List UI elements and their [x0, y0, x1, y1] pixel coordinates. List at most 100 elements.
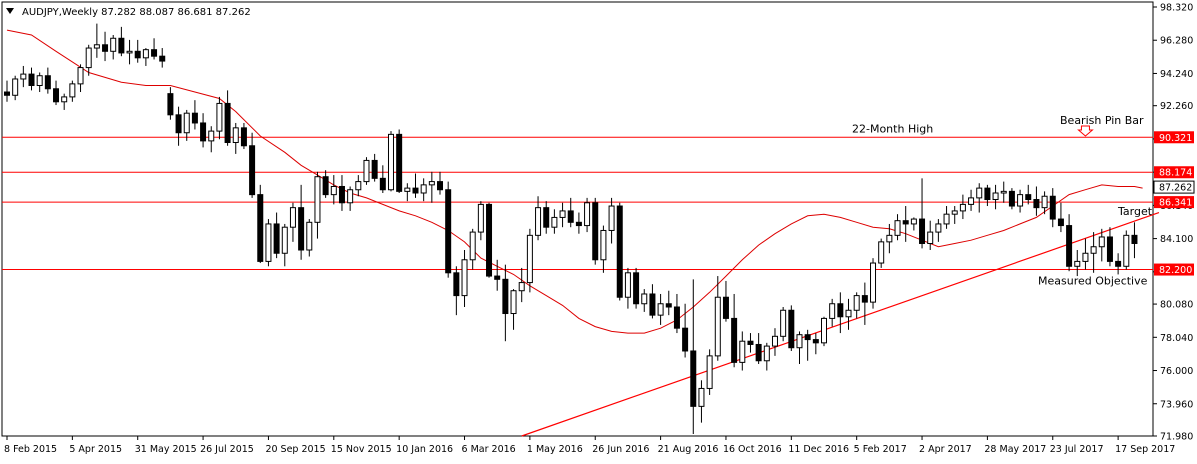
candle: [85, 44, 92, 76]
candle-body-bear: [804, 334, 811, 341]
candle-body-bear: [453, 272, 460, 297]
candle: [535, 196, 542, 241]
candle-body-bull: [330, 185, 337, 196]
candle-body-bull: [126, 50, 133, 54]
candle-body-bear: [249, 145, 256, 196]
candle: [1082, 238, 1089, 270]
level-price-label: 86.341: [1159, 198, 1192, 209]
candle: [927, 220, 934, 251]
candle: [1033, 186, 1040, 216]
candle: [469, 228, 476, 270]
last-price-badge: [1153, 180, 1195, 194]
candle: [355, 175, 362, 197]
candle-body-bull: [420, 184, 427, 194]
y-tick-label: 92.260: [1160, 101, 1193, 112]
candle: [134, 39, 141, 63]
candle: [788, 305, 795, 351]
candle-body-bull: [469, 231, 476, 261]
level-price-badge: [1154, 196, 1194, 209]
candle-body-bear: [575, 221, 582, 227]
candle-body-bear: [788, 309, 795, 349]
candle: [902, 206, 909, 242]
candle-body-bull: [69, 83, 76, 98]
candle: [265, 219, 272, 267]
candle: [191, 100, 198, 130]
candle: [1008, 188, 1015, 210]
candle: [486, 202, 493, 278]
candle-body-bear: [690, 350, 697, 407]
candle-body-bear: [567, 210, 574, 223]
candle-body-bear: [812, 339, 819, 344]
candle: [1025, 184, 1032, 205]
candle-body-bull: [216, 102, 223, 132]
candle-body-bear: [1131, 234, 1138, 244]
y-tick-label: 80.080: [1160, 300, 1193, 311]
candle-body-bull: [714, 296, 721, 357]
y-tick-label: 94.240: [1160, 69, 1193, 80]
candle: [298, 184, 305, 260]
x-tick-label: 17 Sep 2017: [1115, 444, 1175, 455]
x-tick-label: 8 Feb 2015: [4, 444, 57, 455]
candle-body-bull: [870, 262, 877, 303]
chart-header: AUDJPY,Weekly 87.282 88.087 86.681 87.26…: [22, 7, 251, 18]
candle-body-bear: [1049, 195, 1056, 220]
candle-body-bull: [551, 216, 558, 228]
candle: [347, 186, 354, 211]
candle: [526, 228, 533, 293]
candle-body-bull: [608, 205, 615, 231]
candle-body-bear: [159, 55, 166, 62]
candle-body-bull: [232, 127, 239, 144]
candle: [910, 217, 917, 231]
candle: [935, 219, 942, 242]
candle-body-bear: [837, 303, 844, 318]
candle-body-bull: [36, 75, 43, 87]
candle-body-bull: [763, 345, 770, 362]
candle-body-bull: [208, 130, 215, 142]
candle: [322, 170, 329, 198]
candle-body-bull: [518, 282, 525, 292]
candle-body-bull: [894, 220, 901, 236]
annotation-target: Target: [1117, 205, 1153, 218]
candle: [224, 90, 231, 146]
candle-body-bear: [755, 343, 762, 362]
candle: [379, 165, 386, 193]
candle: [200, 113, 207, 148]
candle-body-bear: [371, 159, 378, 179]
candle: [249, 132, 256, 198]
x-tick-label: 21 Aug 2016: [658, 444, 719, 455]
candle-body-bear: [543, 207, 550, 228]
candle: [584, 197, 591, 233]
candle-body-bull: [404, 187, 411, 192]
candle-body-bear: [592, 202, 599, 261]
candle-body-bear: [682, 327, 689, 352]
candle: [1090, 232, 1097, 273]
candle: [1049, 188, 1056, 228]
candle: [804, 329, 811, 361]
candle-body-bull: [829, 303, 836, 319]
candle-body-bull: [559, 210, 566, 218]
candle-body-bear: [191, 112, 198, 124]
candle: [44, 67, 51, 94]
candle: [338, 175, 345, 211]
candle: [126, 39, 133, 65]
candle: [28, 67, 35, 91]
candle: [306, 219, 313, 257]
candle: [673, 293, 680, 334]
candle: [1000, 181, 1007, 203]
candle: [1131, 222, 1138, 259]
candle: [36, 72, 43, 93]
candle-body-bull: [641, 293, 648, 305]
level-price-label: 90.321: [1159, 133, 1192, 144]
candle: [494, 259, 501, 291]
candle-body-bear: [396, 133, 403, 192]
candle-body-bull: [780, 309, 787, 337]
candle-body-bear: [257, 194, 264, 262]
candle-body-bull: [951, 210, 958, 215]
x-tick-label: 5 Feb 2017: [854, 444, 907, 455]
candle-body-bull: [943, 213, 950, 225]
level-price-badge: [1154, 263, 1194, 276]
candle: [387, 131, 394, 192]
candle-body-bull: [584, 202, 591, 227]
candle-body-bear: [616, 205, 623, 298]
